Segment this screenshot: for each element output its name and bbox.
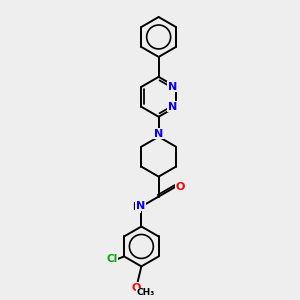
Text: N: N [136, 201, 145, 211]
Text: N: N [154, 129, 163, 139]
Text: Cl: Cl [106, 254, 118, 264]
Text: O: O [176, 182, 185, 192]
Text: N: N [168, 82, 177, 92]
Text: H: H [132, 202, 140, 212]
Text: CH₃: CH₃ [136, 288, 155, 297]
Text: N: N [168, 102, 177, 112]
Text: O: O [132, 283, 141, 293]
